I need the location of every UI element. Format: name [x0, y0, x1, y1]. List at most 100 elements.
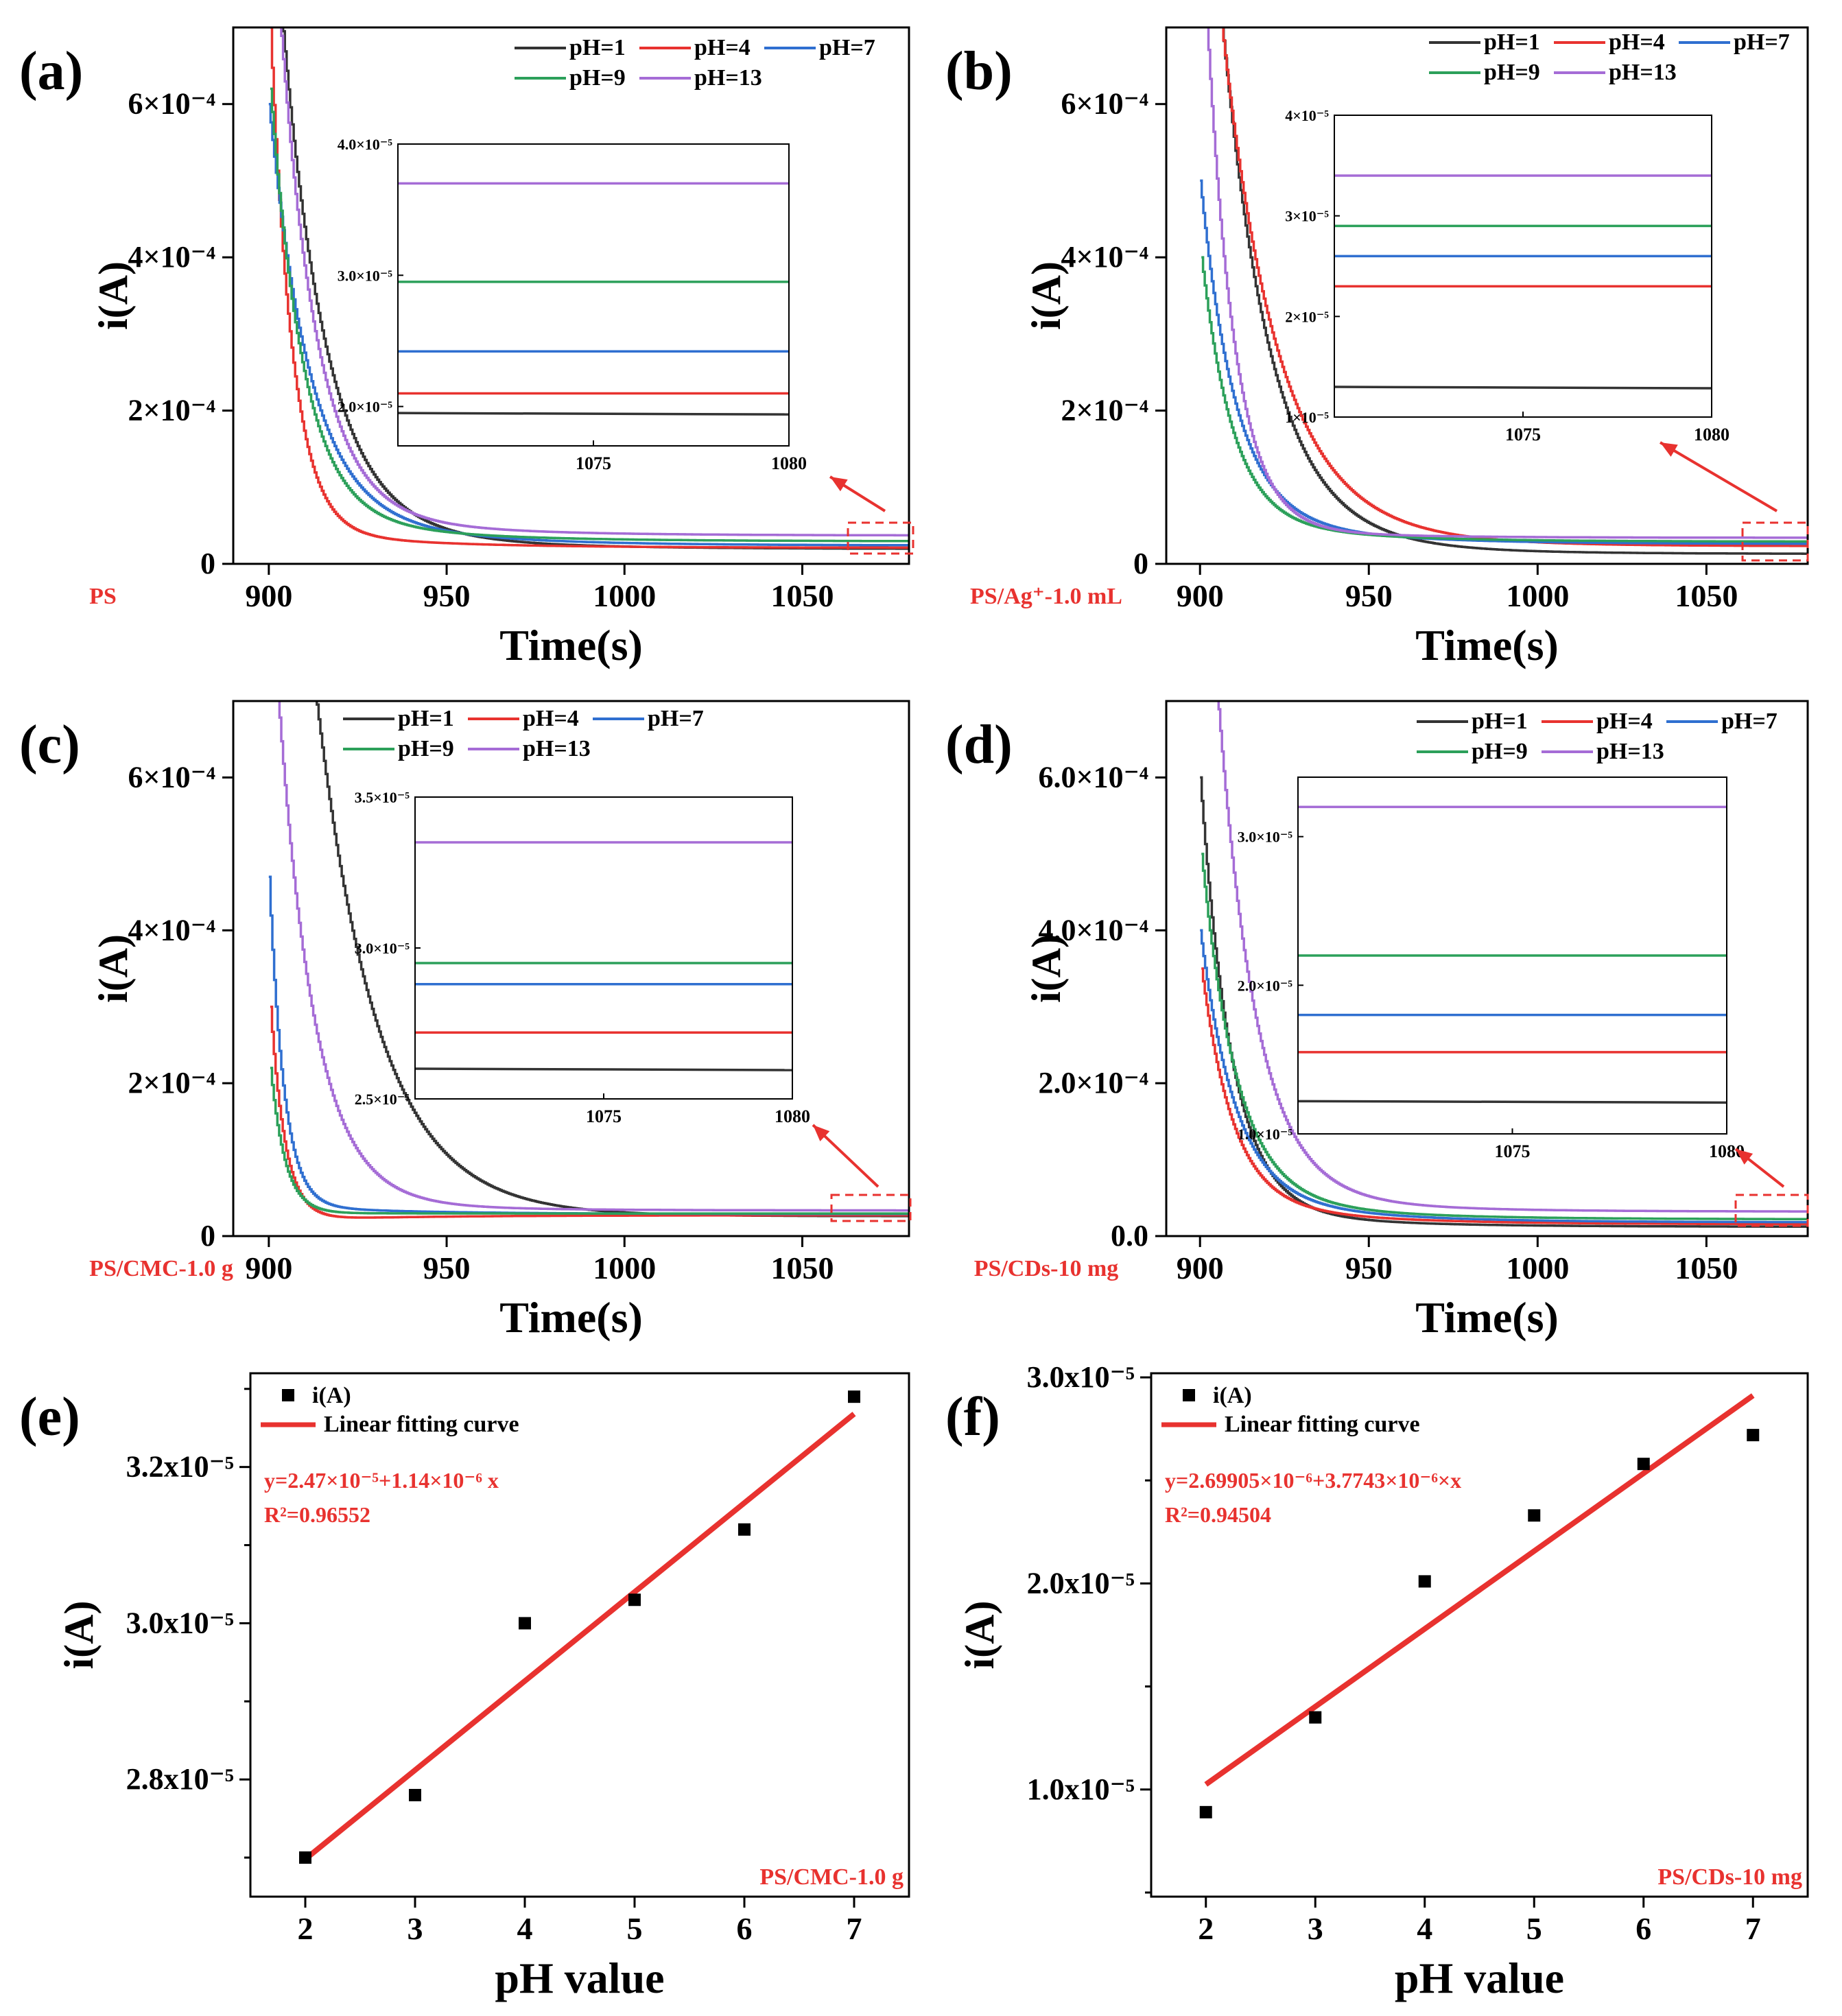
fit-line: [303, 1412, 856, 1862]
inset-line-pH1: [398, 412, 789, 416]
data-point: [1637, 1458, 1650, 1471]
inset-x-tick-label: 1075: [586, 1106, 622, 1126]
inset-y-tick-label: 4×10⁻⁵: [1285, 107, 1329, 124]
series-line-pH7: [1200, 929, 1808, 1224]
x-tick-label: 4: [517, 1911, 533, 1946]
zoom-arrow: [1659, 441, 1778, 512]
zoom-arrow-head: [1660, 442, 1678, 457]
inset-frame: [1334, 115, 1712, 418]
panel-c: 900 950 1000 1050 0 2×10⁻⁴ 4×10⁻⁴ 6×10⁻⁴ Time(s)…: [19, 700, 912, 1342]
plot-frame: [232, 700, 910, 1237]
panel-label: (c): [19, 715, 80, 775]
legend-label: pH=1: [398, 706, 454, 731]
inset-y-tick-label: 3×10⁻⁵: [1285, 208, 1329, 225]
zoom-arrow-head: [1736, 1149, 1754, 1165]
legend-line-label: Linear fitting curve: [1225, 1412, 1420, 1437]
y-tick-label: 6.0×10⁻⁴: [1039, 760, 1149, 794]
y-tick-label: 4×10⁻⁴: [128, 240, 216, 274]
y-tick-label: 0.0: [1111, 1219, 1148, 1253]
fit-r2: R²=0.94504: [1165, 1502, 1271, 1527]
data-point: [628, 1593, 641, 1606]
series-line-pH4: [270, 1005, 909, 1219]
series-line-pH9: [270, 1067, 909, 1215]
legend: pH=1 pH=4 pH=7 pH=9 pH=13: [1429, 29, 1790, 85]
y-tick-label: 4×10⁻⁴: [1061, 240, 1149, 274]
data-point: [409, 1788, 421, 1801]
y-tick-label: 4.0×10⁻⁴: [1039, 913, 1149, 947]
legend: pH=1 pH=4 pH=7 pH=9 pH=13: [515, 35, 875, 91]
x-tick-label: 900: [1177, 578, 1224, 613]
y-tick-label: 3.0x10⁻⁵: [1027, 1360, 1135, 1394]
y-tick-label: 6×10⁻⁴: [128, 760, 216, 794]
legend-label: pH=1: [1484, 29, 1540, 55]
legend-points-label: i(A): [312, 1383, 351, 1408]
series-line-pH13: [1217, 701, 1808, 1213]
curves: [1200, 27, 1808, 555]
inset-y-tick-label: 2×10⁻⁵: [1285, 308, 1329, 325]
series-line-pH13: [1207, 27, 1808, 539]
x-tick-label: 1000: [1506, 1250, 1569, 1285]
y-axis-title: i(A): [1024, 934, 1069, 1003]
legend-label: pH=9: [398, 736, 454, 761]
inset-y-tick-label: 3.5×10⁻⁵: [355, 789, 410, 806]
data-point: [1309, 1711, 1322, 1724]
series-line-pH13: [280, 27, 909, 537]
legend-label: pH=4: [523, 706, 579, 731]
legend-label: pH=9: [1484, 60, 1540, 85]
x-tick-label: 7: [847, 1911, 862, 1946]
inset-x-tick-label: 1080: [771, 453, 807, 473]
y-tick-label: 2×10⁻⁴: [128, 1066, 216, 1100]
x-tick-label: 900: [1177, 1250, 1224, 1285]
y-tick-label: 3.2x10⁻⁵: [126, 1450, 234, 1484]
x-tick-label: 900: [245, 1250, 292, 1285]
x-axis-title: Time(s): [499, 621, 643, 669]
inset-x-tick-label: 1075: [1505, 425, 1541, 444]
y-axis-title: i(A): [957, 1601, 1002, 1670]
x-tick-label: 1050: [1675, 578, 1738, 613]
y-tick-label: 2×10⁻⁴: [1061, 394, 1149, 427]
x-tick-label: 1050: [770, 578, 834, 613]
inset-y-tick-label: 2.0×10⁻⁵: [1238, 977, 1293, 994]
series-line-pH7: [268, 102, 909, 547]
inset-y-tick-label: 2.0×10⁻⁵: [338, 399, 393, 416]
panel-f: 2 3 4 5 6 7 1.0x10⁻⁵ 2.0x10⁻⁵ 3.0x10⁻⁵ pH value i(…: [945, 1360, 1809, 2002]
legend-label: pH=13: [523, 736, 591, 761]
x-tick-label: 6: [1636, 1911, 1651, 1946]
x-axis-title: Time(s): [1415, 1293, 1559, 1342]
inset-line-pH1: [415, 1067, 792, 1071]
sample-label: PS: [89, 584, 117, 609]
legend-label: pH=7: [819, 35, 875, 60]
legend-points-label: i(A): [1213, 1383, 1252, 1408]
legend-label: pH=7: [648, 706, 704, 731]
plot-frame: [232, 26, 910, 565]
fit-equation: y=2.69905×10⁻⁶+3.7743×10⁻⁶×x: [1165, 1468, 1461, 1493]
panel-a: 900 950 1000 1050 0 2×10⁻⁴ 4×10⁻⁴ 6×10⁻⁴ Time(s)…: [19, 26, 914, 669]
zoom-box: [830, 1194, 912, 1222]
inset-frame: [397, 143, 790, 447]
data-point: [1528, 1509, 1541, 1522]
series-line-pH4: [1201, 967, 1808, 1226]
panel-label: (e): [19, 1387, 80, 1447]
x-tick-label: 2: [1198, 1911, 1214, 1946]
data-point: [848, 1390, 860, 1403]
sample-label: PS/CDs-10 mg: [974, 1256, 1119, 1281]
y-axis-title: i(A): [91, 261, 136, 330]
legend-label: pH=9: [569, 65, 626, 91]
inset-y-tick-label: 3.0×10⁻⁵: [355, 940, 410, 957]
x-tick-label: 950: [1345, 578, 1393, 613]
x-tick-label: 2: [298, 1911, 314, 1946]
legend-label: pH=13: [1596, 739, 1664, 764]
data-point: [1418, 1575, 1431, 1588]
x-tick-label: 1050: [1675, 1250, 1738, 1285]
x-tick-label: 3: [1308, 1911, 1323, 1946]
x-tick-label: 4: [1417, 1911, 1432, 1946]
zoom-box: [1741, 521, 1809, 562]
y-axis-title: i(A): [56, 1601, 102, 1670]
inset: 1075 1080 2.0×10⁻⁵ 3.0×10⁻⁵ 4.0×10⁻⁵: [338, 136, 807, 473]
curves: [1200, 701, 1808, 1228]
y-tick-label: 2×10⁻⁴: [128, 394, 216, 427]
x-tick-label: 5: [627, 1911, 643, 1946]
x-axis-title: Time(s): [1415, 621, 1559, 669]
